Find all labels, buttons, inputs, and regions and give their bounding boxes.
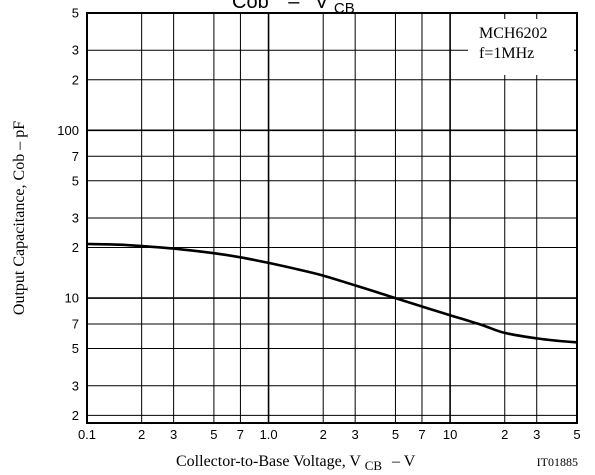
y-tick-label: 10: [65, 291, 79, 306]
x-tick-label: 2: [320, 427, 327, 442]
y-axis-label: Output Capacitance, Cob – pF: [11, 121, 28, 315]
plot-frame: [86, 12, 578, 424]
chart-title-sep: –: [288, 0, 300, 13]
x-tick-label: 1.0: [260, 427, 278, 442]
chart-title: Cob – V CB: [232, 0, 355, 17]
x-tick-label: 0.1: [78, 427, 96, 442]
figure-code: IT01885: [537, 455, 578, 469]
x-tick-label: 7: [418, 427, 425, 442]
x-tick-label: 2: [138, 427, 145, 442]
annotation-box: [468, 19, 574, 75]
x-tick-label: 3: [170, 427, 177, 442]
annotation-frequency: f=1MHz: [479, 45, 534, 62]
x-tick-label: 2: [501, 427, 508, 442]
x-tick-label: 5: [392, 427, 399, 442]
chart-title-sub: CB: [334, 0, 355, 17]
x-axis-label: Collector-to-Base Voltage, V CB – V: [176, 453, 416, 474]
y-tick-label: 7: [72, 149, 79, 164]
y-tick-label: 3: [72, 378, 79, 393]
y-tick-label: 5: [72, 173, 79, 188]
y-tick-label: 2: [72, 408, 79, 423]
y-tick-label: 7: [72, 317, 79, 332]
x-tick-label: 5: [573, 427, 580, 442]
x-axis-label-suffix: – V: [391, 453, 416, 470]
y-tick-label: 3: [72, 211, 79, 226]
annotation-device: MCH6202: [479, 25, 547, 42]
x-tick-label: 7: [237, 427, 244, 442]
x-axis-label-prefix: Collector-to-Base Voltage, V: [176, 453, 361, 470]
chart-title-v: V: [315, 0, 329, 13]
x-tick-label: 5: [210, 427, 217, 442]
series-line-cob: [86, 242, 578, 344]
x-tick-label: 3: [533, 427, 540, 442]
y-tick-label: 3: [72, 43, 79, 58]
x-tick-label: 3: [352, 427, 359, 442]
data-series: [86, 242, 578, 344]
y-tick-label: 2: [72, 240, 79, 255]
x-axis-label-sub: CB: [365, 458, 383, 473]
x-tick-label: 10: [443, 427, 457, 442]
tick-labels: 0.1 2 3 5 7 1.0 2 3 5 7 10 2 3 5 2 3 5 7 10 2 3 5 7 100 2 3 5: [57, 6, 580, 443]
y-tick-label: 5: [72, 341, 79, 356]
y-tick-label: 100: [57, 123, 79, 138]
y-tick-label: 2: [72, 72, 79, 87]
y-tick-label: 5: [72, 6, 79, 21]
chart-title-main: Cob: [232, 0, 269, 13]
